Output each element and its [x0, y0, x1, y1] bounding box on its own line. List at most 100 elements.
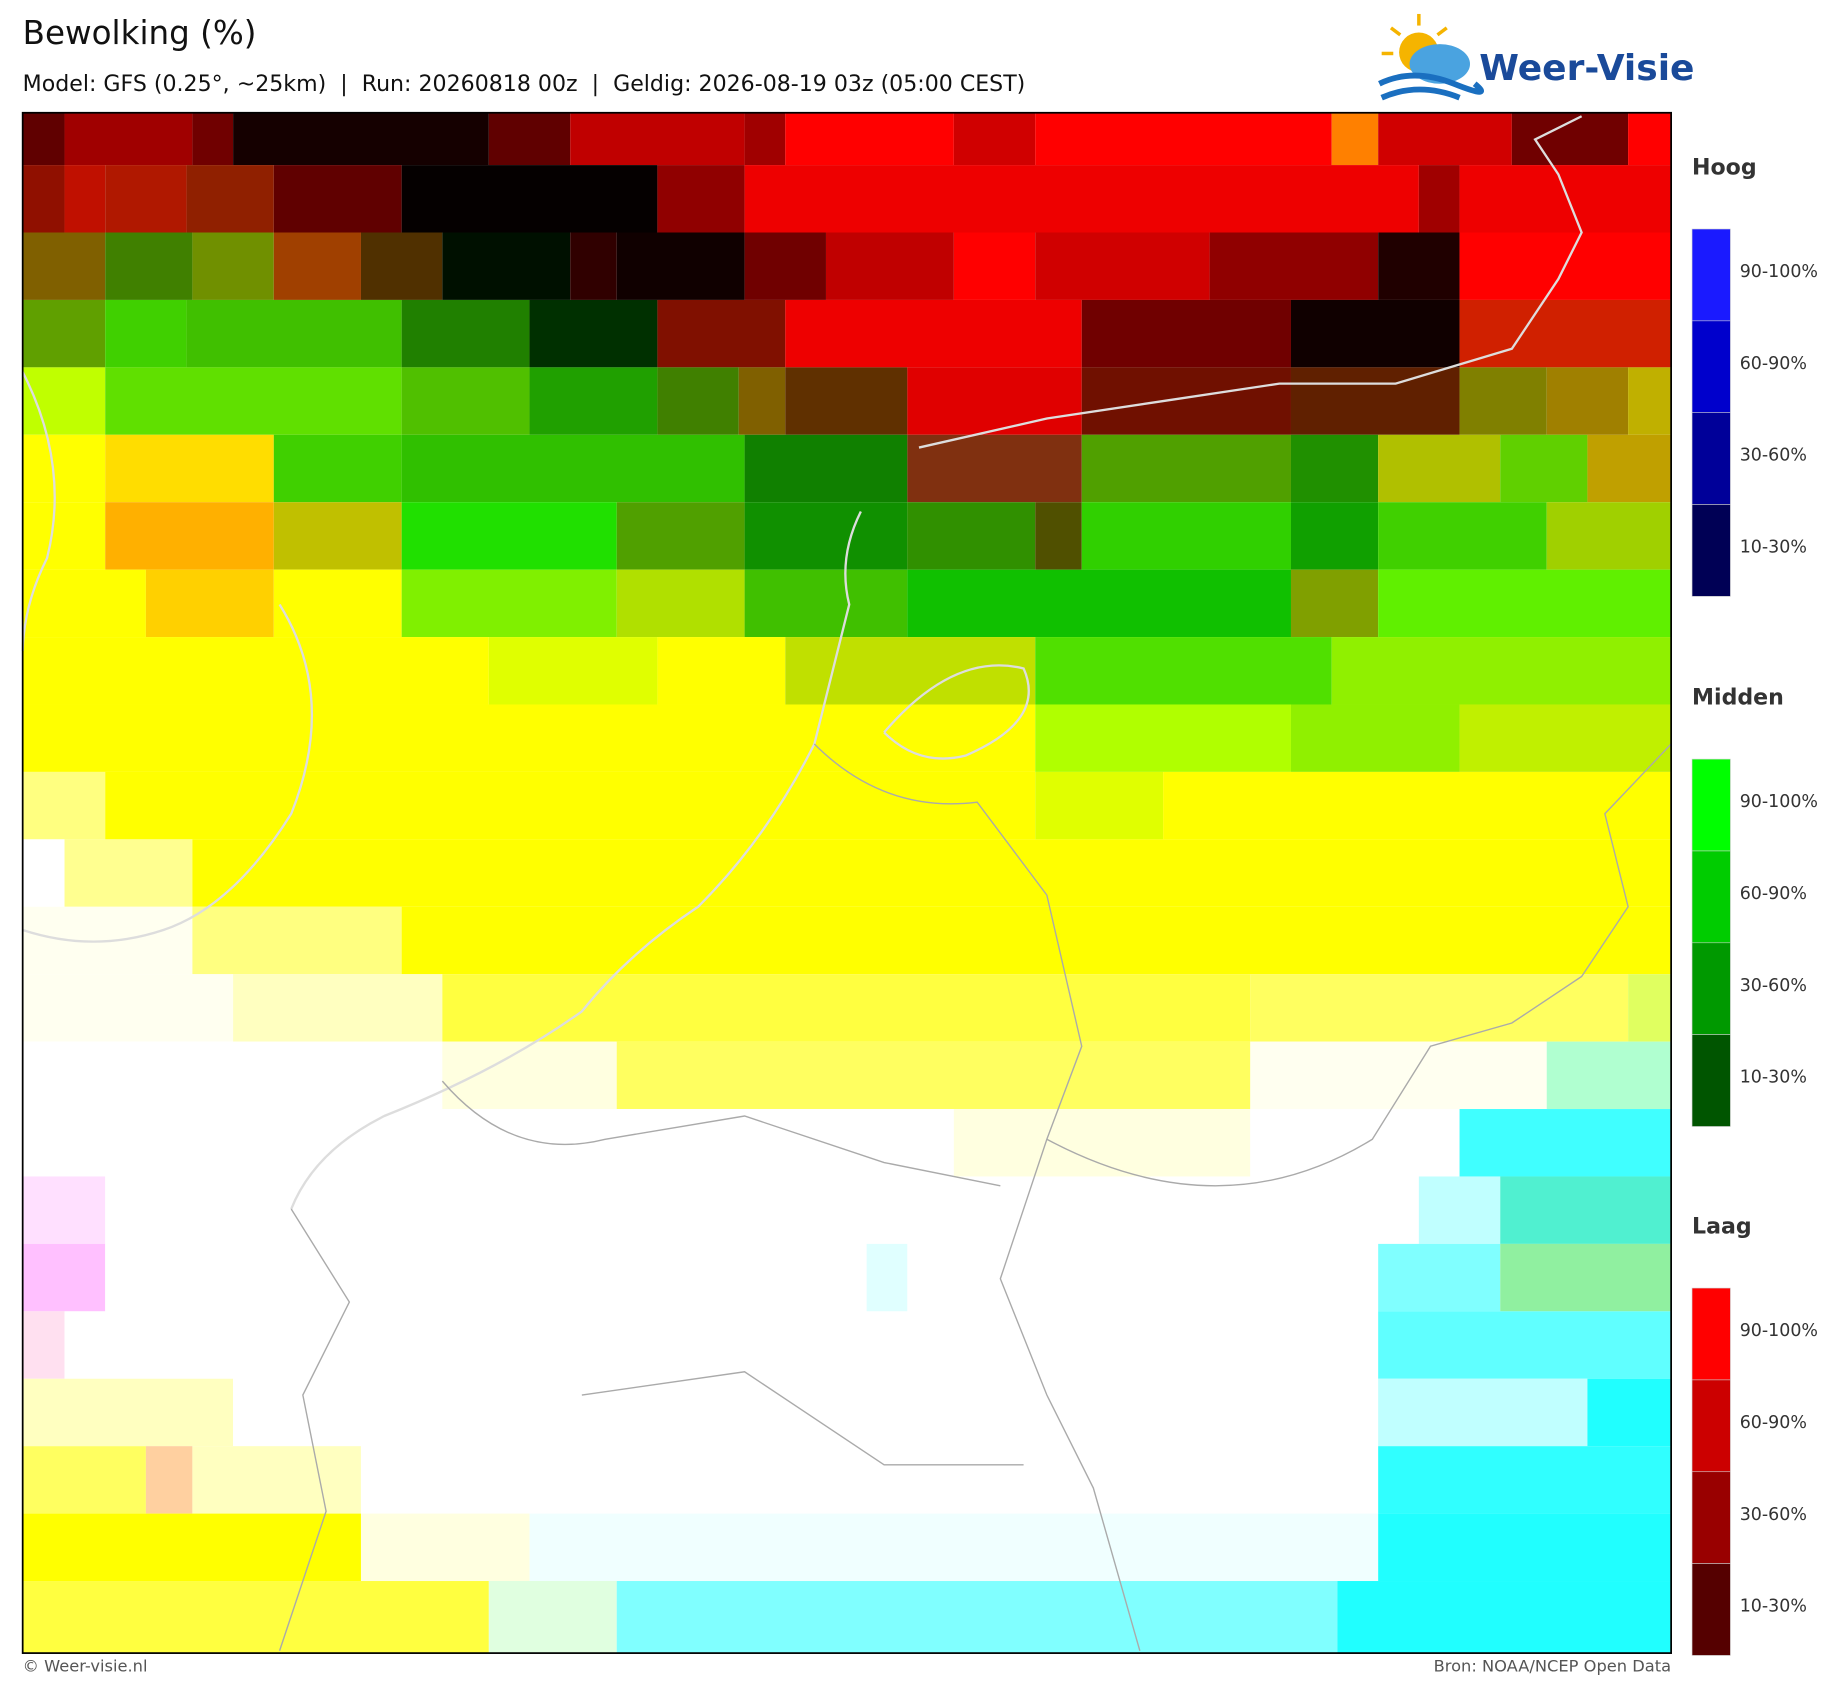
cloud-cell — [953, 1109, 1251, 1177]
cloud-cell — [22, 165, 65, 233]
cloud-cell — [22, 1378, 234, 1447]
legend-swatch — [1691, 228, 1731, 322]
cloud-cell — [744, 434, 908, 503]
cloud-cell — [22, 839, 65, 907]
cloud-cell — [866, 1243, 908, 1312]
cloud-cell — [233, 112, 489, 166]
cloud-cell — [1500, 434, 1588, 503]
legend-title: Hoog — [1692, 156, 1757, 181]
cloud-cell — [401, 367, 530, 435]
cloud-cell — [401, 434, 745, 503]
coastline — [21, 115, 1583, 1210]
cloud-cell — [616, 1581, 1338, 1654]
cloud-cell — [953, 232, 1036, 300]
cloud-cell — [1081, 367, 1291, 435]
cloud-cell — [529, 299, 658, 368]
legend-label: 60-90% — [1740, 1413, 1807, 1433]
cloud-cell — [1337, 1581, 1672, 1654]
cloud-cell — [1378, 502, 1547, 570]
cloud-cell — [22, 569, 146, 638]
cloud-cell — [360, 1446, 1379, 1514]
legend-label: 60-90% — [1740, 354, 1807, 374]
cloud-cell — [105, 771, 1036, 840]
cloud-cell — [1035, 232, 1210, 300]
legend-swatch — [1691, 850, 1731, 944]
cloud-cell — [145, 569, 274, 638]
cloud-cell — [1587, 434, 1672, 503]
cloud-cell — [1378, 232, 1460, 300]
cloud-cell — [105, 502, 274, 570]
cloud-cell — [529, 367, 658, 435]
cloud-cell — [22, 434, 106, 503]
cloud-cell — [105, 299, 187, 368]
cloud-cell — [1500, 1176, 1672, 1244]
cloud-cell — [22, 637, 489, 705]
cloud-cell — [907, 502, 1036, 570]
cloud-cell — [1035, 771, 1164, 840]
cloud-cell — [105, 165, 187, 233]
legend-swatch — [1691, 758, 1731, 852]
legend-label: 30-60% — [1740, 976, 1807, 996]
cloud-cell — [1628, 112, 1672, 166]
legend-label: 30-60% — [1740, 1505, 1807, 1525]
cloud-cell — [1546, 502, 1672, 570]
legend-swatch — [1691, 320, 1731, 413]
cloud-cell — [570, 232, 617, 300]
cloud-cell — [529, 1513, 1379, 1582]
cloud-cell — [785, 367, 908, 435]
cloud-cell — [22, 974, 234, 1042]
cloud-cell — [360, 232, 443, 300]
cloud-cell — [401, 502, 617, 570]
cloud-cell — [785, 299, 1082, 368]
cloud-cell — [22, 1109, 954, 1177]
cloud-cell — [1378, 1243, 1501, 1312]
cloud-cell — [1290, 367, 1460, 435]
cloud-cell — [907, 367, 1082, 435]
legend-swatch — [1691, 1287, 1731, 1381]
cloud-cell — [616, 569, 745, 638]
logo-sun-rays — [1381, 13, 1448, 56]
cloud-cell — [744, 569, 908, 638]
cloud-cell — [1290, 502, 1379, 570]
cloud-cell — [657, 299, 786, 368]
cloud-cell — [442, 232, 571, 300]
cloud-cell — [1331, 112, 1379, 166]
logo: Weer-Visie — [1378, 13, 1694, 101]
cloud-cell — [64, 165, 106, 233]
cloud-cell — [1250, 1109, 1460, 1177]
cloud-cell — [657, 367, 739, 435]
cloud-cell — [1378, 1378, 1588, 1447]
cloud-cell — [273, 165, 402, 233]
map-frame — [21, 111, 1672, 1654]
cloud-cell — [488, 1581, 617, 1654]
cloud-cell — [657, 165, 745, 233]
cloud-grid — [22, 112, 1672, 1654]
cloud-cell — [22, 112, 65, 166]
cloud-cell — [1459, 299, 1672, 368]
cloud-cell — [1035, 637, 1332, 705]
cloud-cell — [616, 502, 745, 570]
cloud-cell — [401, 299, 530, 368]
cloud-cell — [1378, 434, 1501, 503]
cloud-cell — [233, 974, 443, 1042]
cloud-cell — [570, 112, 745, 166]
cloud-cell — [22, 502, 106, 570]
cloud-cell — [22, 1581, 489, 1654]
cloud-cell — [273, 502, 402, 570]
cloud-cell — [192, 1446, 361, 1514]
footer-source: Bron: NOAA/NCEP Open Data — [1434, 1657, 1672, 1676]
title: Bewolking (%) — [23, 14, 257, 52]
cloud-cell — [1418, 1176, 1501, 1244]
cloud-cell — [401, 165, 658, 233]
cloud-cell — [488, 112, 571, 166]
cloud-cell — [1081, 434, 1291, 503]
logo-wave — [1378, 72, 1484, 95]
cloud-cell — [1628, 974, 1672, 1042]
cloud-cell — [738, 367, 786, 435]
cloud-cell — [442, 1041, 617, 1110]
cloud-cell — [785, 112, 954, 166]
cloud-cell — [22, 299, 106, 368]
cloud-cell — [1546, 1041, 1672, 1110]
cloud-cell — [22, 232, 106, 300]
